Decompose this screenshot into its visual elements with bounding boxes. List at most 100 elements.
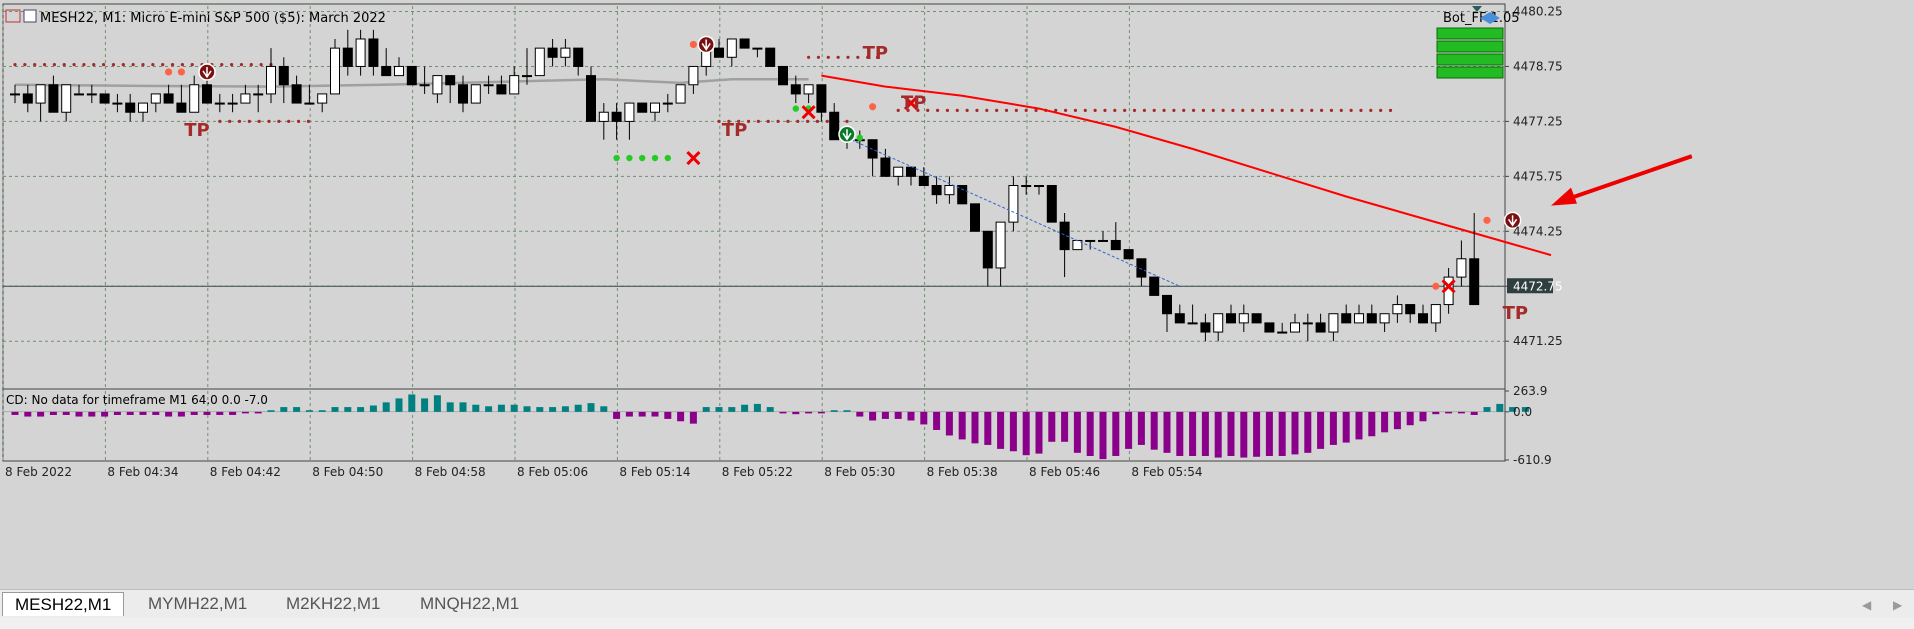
entry-arrow-icon: [842, 129, 852, 141]
candle-body: [624, 102, 635, 122]
histogram-bar: [651, 411, 659, 417]
y-tick-label: 4475.75: [1513, 169, 1563, 183]
green-signal-dot: [639, 154, 646, 162]
tab-mymh22[interactable]: MYMH22,M1: [148, 594, 248, 613]
entry-arrow-icon: [202, 66, 212, 79]
tab-mesh22[interactable]: MESH22,M1: [2, 592, 125, 616]
tab-scroll-right-icon[interactable]: ▶: [1893, 598, 1903, 612]
candle-body: [1354, 313, 1364, 324]
histogram-bar: [1214, 411, 1222, 458]
tab-mnqh22[interactable]: MNQH22,M1: [420, 594, 520, 613]
tp-dot: [1063, 108, 1068, 113]
candle-body: [342, 47, 353, 67]
tp-label: TP: [863, 43, 888, 64]
tp-dot: [267, 119, 271, 123]
chart-canvas[interactable]: 4480.25 4478.75 4477.25 4475.75 4474.25 4472.…: [0, 0, 1914, 589]
x-tick-label: 8 Feb 04:34: [107, 465, 178, 479]
histogram-bar: [1470, 411, 1478, 415]
tp-dot: [259, 63, 263, 67]
annotation-arrow-line: [1562, 154, 1693, 203]
histogram-bar: [1368, 411, 1376, 437]
histogram-bar: [907, 411, 915, 421]
x-tick-label: 8 Feb 05:46: [1029, 465, 1100, 479]
tp-dot: [796, 119, 800, 123]
tp-dot: [756, 119, 760, 123]
tp-dot: [1339, 108, 1343, 113]
histogram-bar: [958, 411, 966, 440]
histogram-bar: [971, 411, 979, 444]
histogram-bar: [728, 407, 736, 412]
tp-dot: [72, 63, 76, 67]
candle-body: [176, 102, 187, 113]
candle-body: [944, 185, 955, 196]
tp-dot: [170, 63, 175, 67]
histogram-bar: [318, 410, 326, 412]
salmon-signal-dot: [1432, 282, 1440, 290]
tp-dot: [1073, 108, 1078, 113]
tp-dot: [277, 119, 281, 123]
signal-markers: [165, 35, 1522, 294]
histogram-bar: [1509, 407, 1517, 412]
candle-body: [10, 93, 20, 96]
histogram-bar: [113, 411, 121, 415]
histogram-bar: [101, 411, 109, 417]
candle-body: [214, 102, 225, 105]
candle-body: [1418, 313, 1428, 324]
candle-body: [266, 65, 276, 95]
histogram-bar: [177, 411, 185, 417]
histogram-bar: [1009, 411, 1017, 452]
histogram-bar: [37, 411, 45, 417]
x-tick-label: 8 Feb 04:50: [312, 465, 383, 479]
tp-dot: [815, 119, 820, 123]
histogram-bar: [369, 405, 377, 412]
status-button: [1436, 53, 1504, 66]
tp-dot: [1191, 108, 1196, 113]
tp-dot: [82, 63, 86, 67]
tp-dot: [296, 119, 301, 123]
tp-dot: [846, 55, 850, 59]
tp-dot: [1113, 108, 1117, 113]
histogram-bar: [1291, 411, 1299, 455]
candle-body: [662, 102, 673, 105]
candle-body: [419, 84, 430, 87]
tp-dot: [916, 108, 920, 113]
x-tick-label: 8 Feb 05:54: [1131, 465, 1202, 479]
x-tick-label: 8 Feb 05:14: [619, 465, 690, 479]
tp-dot: [1024, 108, 1028, 113]
annotation-arrow-head: [1551, 187, 1577, 206]
tp-dot: [1182, 108, 1186, 113]
candle-body: [790, 84, 801, 95]
histogram-bar: [88, 411, 96, 417]
candle-body: [1213, 313, 1224, 333]
x-tick-label: 8 Feb 05:22: [722, 465, 793, 479]
candle-body: [509, 75, 520, 95]
candle-body: [650, 102, 660, 113]
tp-dot: [935, 108, 940, 113]
histogram-bar: [203, 411, 211, 415]
tp-dot: [121, 63, 125, 67]
candle-body: [278, 65, 289, 86]
histogram-bar: [280, 407, 288, 412]
candle-body: [982, 230, 993, 269]
tab-m2kh22[interactable]: M2KH22,M1: [286, 594, 381, 613]
tp-dot: [239, 63, 244, 67]
tab-scroll-left-icon[interactable]: ◀: [1862, 598, 1872, 612]
histogram-bar: [984, 411, 992, 445]
red-moving-average: [821, 74, 1552, 257]
chart-labels: TP TP TP TP TP MESH22, M1: Micro E-mini S&P 5…: [5, 6, 1693, 407]
tp-label: TP: [1503, 303, 1528, 324]
histogram-bar: [241, 411, 249, 414]
salmon-signal-dot: [689, 40, 698, 49]
histogram-bar: [126, 411, 134, 415]
candle-body: [86, 93, 97, 96]
candle-body: [778, 65, 788, 86]
histogram-bar: [1112, 411, 1120, 456]
entry-arrow-icon: [1507, 215, 1518, 227]
candle-body: [368, 38, 379, 67]
current-price-box: [1507, 278, 1553, 294]
candle-body: [291, 84, 302, 104]
histogram-bar: [945, 411, 953, 436]
green-signal-dot: [856, 134, 863, 142]
tp-dot: [1388, 108, 1393, 113]
salmon-signal-dot: [177, 68, 185, 76]
